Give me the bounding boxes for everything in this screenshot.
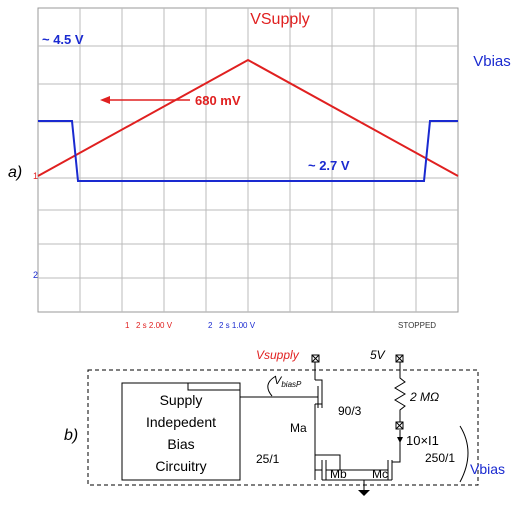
mc-size: 250/1 [425,451,455,465]
current-label: 10×I1 [406,433,439,448]
vbiasp-label: VbiasP [274,375,302,389]
vbias-label: Vbias [470,461,505,477]
resistor-label: 2 MΩ [409,390,439,404]
status-ch2-settings: 2 s 1.00 V [219,321,256,330]
status-bar: 1 2 s 2.00 V 2 2 s 1.00 V STOPPED [125,321,436,330]
vbiasp-sub: biasP [281,380,302,389]
five-volt-label: 5V [370,348,386,362]
ma-size: 90/3 [338,404,362,418]
annotation: ~ 2.7 V [308,158,350,173]
channel-marker: 1 [33,171,38,181]
block-line: Indepedent [146,414,216,430]
annotation: ~ 4.5 V [42,32,84,47]
ma-label: Ma [290,421,307,435]
status-ch2: 2 [208,321,213,330]
status-ch1: 1 [125,321,130,330]
annotation: 680 mV [195,93,241,108]
mb-size: 25/1 [256,452,280,466]
figure: VSupply Vbias ~ 4.5 V 680 mV ~ 2.7 V a) … [0,0,530,527]
block-line: Supply [160,392,203,408]
status-state: STOPPED [398,321,436,330]
vsupply-label: Vsupply [256,348,300,362]
mc-label: Mc [372,467,388,481]
block-label: Supply Indepedent Bias Circuitry [146,392,216,474]
panel-label: a) [8,164,22,181]
scope-grid [38,8,458,312]
block-line: Bias [167,436,194,452]
mb-label: Mb [330,467,347,481]
legend: Vbias [473,53,511,70]
panel-label: b) [64,427,78,444]
block-line: Circuitry [155,458,206,474]
status-ch1-settings: 2 s 2.00 V [136,321,173,330]
channel-marker: 2 [33,270,38,280]
title: VSupply [250,11,310,28]
